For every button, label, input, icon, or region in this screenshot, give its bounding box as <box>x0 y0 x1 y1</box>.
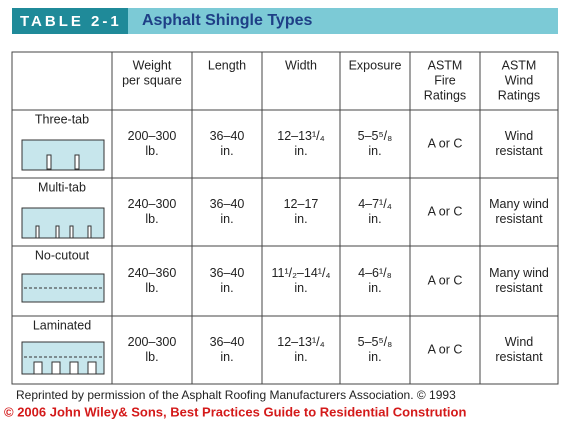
footer-copyright: © 2006 John Wiley& Sons, Best Practices … <box>4 404 466 419</box>
column-header: Width <box>285 58 317 72</box>
cell-text: 36–40 <box>210 266 245 280</box>
cell-text: in. <box>220 144 233 158</box>
cell-text: A or C <box>428 204 463 218</box>
row-name: Multi-tab <box>38 180 86 194</box>
cell-text: 4–6¹/₈ <box>358 266 392 280</box>
column-header: Fire <box>434 73 456 87</box>
cell-text: lb. <box>145 144 158 158</box>
cell-text: in. <box>294 350 307 364</box>
icon-no-cutout <box>21 273 105 303</box>
cell-text: Wind <box>505 335 534 349</box>
row-name: No-cutout <box>35 248 90 262</box>
table-border <box>11 51 559 385</box>
cell-text: in. <box>368 144 381 158</box>
icon-laminated <box>21 341 105 375</box>
cell-text: 11¹/₂–14¹/₄ <box>271 266 330 280</box>
cell-text: in. <box>368 281 381 295</box>
header-label-box <box>12 8 128 34</box>
column-header: Length <box>208 58 246 72</box>
cell-text: 240–360 <box>128 266 177 280</box>
cell-text: Many wind <box>489 266 549 280</box>
icon-three-tab <box>21 139 105 171</box>
cell-text: 200–300 <box>128 335 177 349</box>
cell-text: 5–5⁵/₈ <box>358 335 393 349</box>
cell-text: in. <box>220 281 233 295</box>
column-header: Weight <box>133 58 172 72</box>
row-name: Three-tab <box>35 112 89 126</box>
cell-text: 240–300 <box>128 197 177 211</box>
cell-text: in. <box>220 212 233 226</box>
cell-text: A or C <box>428 273 463 287</box>
header-title: Asphalt Shingle Types <box>142 12 313 29</box>
cell-text: 12–13¹/₄ <box>277 129 325 143</box>
cell-text: in. <box>294 281 307 295</box>
cell-text: A or C <box>428 342 463 356</box>
cell-text: Many wind <box>489 197 549 211</box>
column-header: Wind <box>505 73 534 87</box>
cell-text: lb. <box>145 281 158 295</box>
column-header: Ratings <box>424 88 466 102</box>
column-header: Ratings <box>498 88 540 102</box>
cell-text: 200–300 <box>128 129 177 143</box>
cell-text: 4–7¹/₄ <box>358 197 392 211</box>
footer-note: Reprinted by permission of the Asphalt R… <box>16 388 456 402</box>
cell-text: lb. <box>145 350 158 364</box>
cell-text: resistant <box>495 350 543 364</box>
column-header: ASTM <box>428 58 463 72</box>
cell-text: in. <box>294 144 307 158</box>
cell-text: A or C <box>428 136 463 150</box>
cell-text: resistant <box>495 144 543 158</box>
cell-text: 36–40 <box>210 335 245 349</box>
cell-text: 12–13¹/₄ <box>277 335 325 349</box>
header-label: TABLE 2-1 <box>20 13 122 30</box>
cell-text: in. <box>220 350 233 364</box>
column-header: per square <box>122 73 182 87</box>
cell-text: in. <box>294 212 307 226</box>
cell-text: resistant <box>495 281 543 295</box>
cell-text: 12–17 <box>284 197 319 211</box>
cell-text: resistant <box>495 212 543 226</box>
cell-text: lb. <box>145 212 158 226</box>
cell-text: 36–40 <box>210 197 245 211</box>
icon-multi-tab <box>21 207 105 239</box>
row-name: Laminated <box>33 318 91 332</box>
cell-text: 5–5⁵/₈ <box>358 129 393 143</box>
column-header: ASTM <box>502 58 537 72</box>
cell-text: Wind <box>505 129 534 143</box>
cell-text: in. <box>368 350 381 364</box>
cell-text: in. <box>368 212 381 226</box>
column-header: Exposure <box>349 58 402 72</box>
cell-text: 36–40 <box>210 129 245 143</box>
